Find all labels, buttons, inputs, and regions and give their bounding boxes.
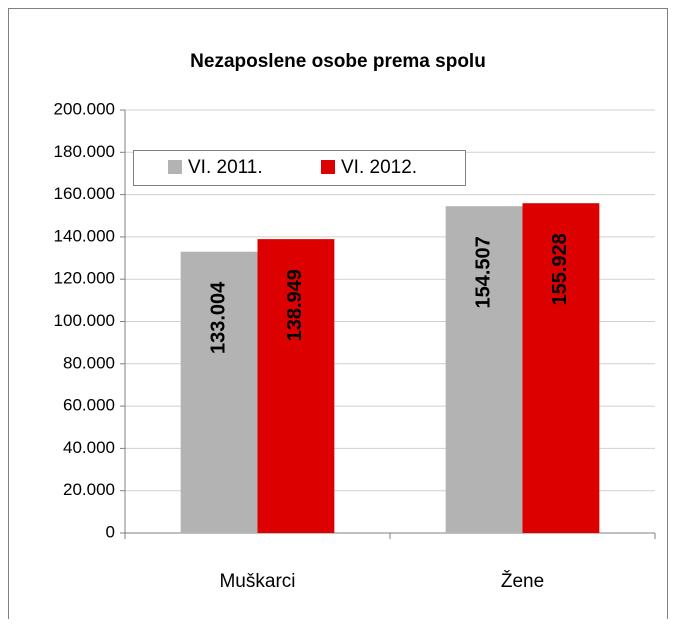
bar xyxy=(257,239,335,533)
y-tick-label: 40.000 xyxy=(63,438,115,457)
legend-swatch xyxy=(168,160,182,174)
chart-title: Nezaposlene osobe prema spolu xyxy=(190,51,486,72)
y-tick-label: 200.000 xyxy=(54,99,115,118)
y-tick-label: 180.000 xyxy=(54,142,115,161)
y-tick-label: 60.000 xyxy=(63,396,115,415)
y-tick-label: 100.000 xyxy=(54,311,115,330)
x-tick-label: Žene xyxy=(501,570,544,592)
x-tick-label: Muškarci xyxy=(219,571,295,592)
legend-swatch xyxy=(321,160,335,174)
y-tick-label: 140.000 xyxy=(54,226,115,245)
legend-label: VI. 2011. xyxy=(188,157,263,178)
y-tick-label: 20.000 xyxy=(63,480,115,499)
y-tick-label: 0 xyxy=(106,522,115,541)
bar xyxy=(180,251,258,533)
legend-box xyxy=(133,150,466,186)
y-tick-label: 80.000 xyxy=(63,353,115,372)
y-tick-label: 160.000 xyxy=(54,184,115,203)
bar xyxy=(522,203,600,533)
value-label: 154.507 xyxy=(472,236,494,308)
bar xyxy=(445,206,523,533)
value-label: 133.004 xyxy=(207,281,229,354)
legend-label: VI. 2012. xyxy=(341,157,417,178)
y-tick-label: 120.000 xyxy=(54,269,115,288)
value-label: 138.949 xyxy=(284,269,306,341)
value-label: 155.928 xyxy=(549,233,571,305)
